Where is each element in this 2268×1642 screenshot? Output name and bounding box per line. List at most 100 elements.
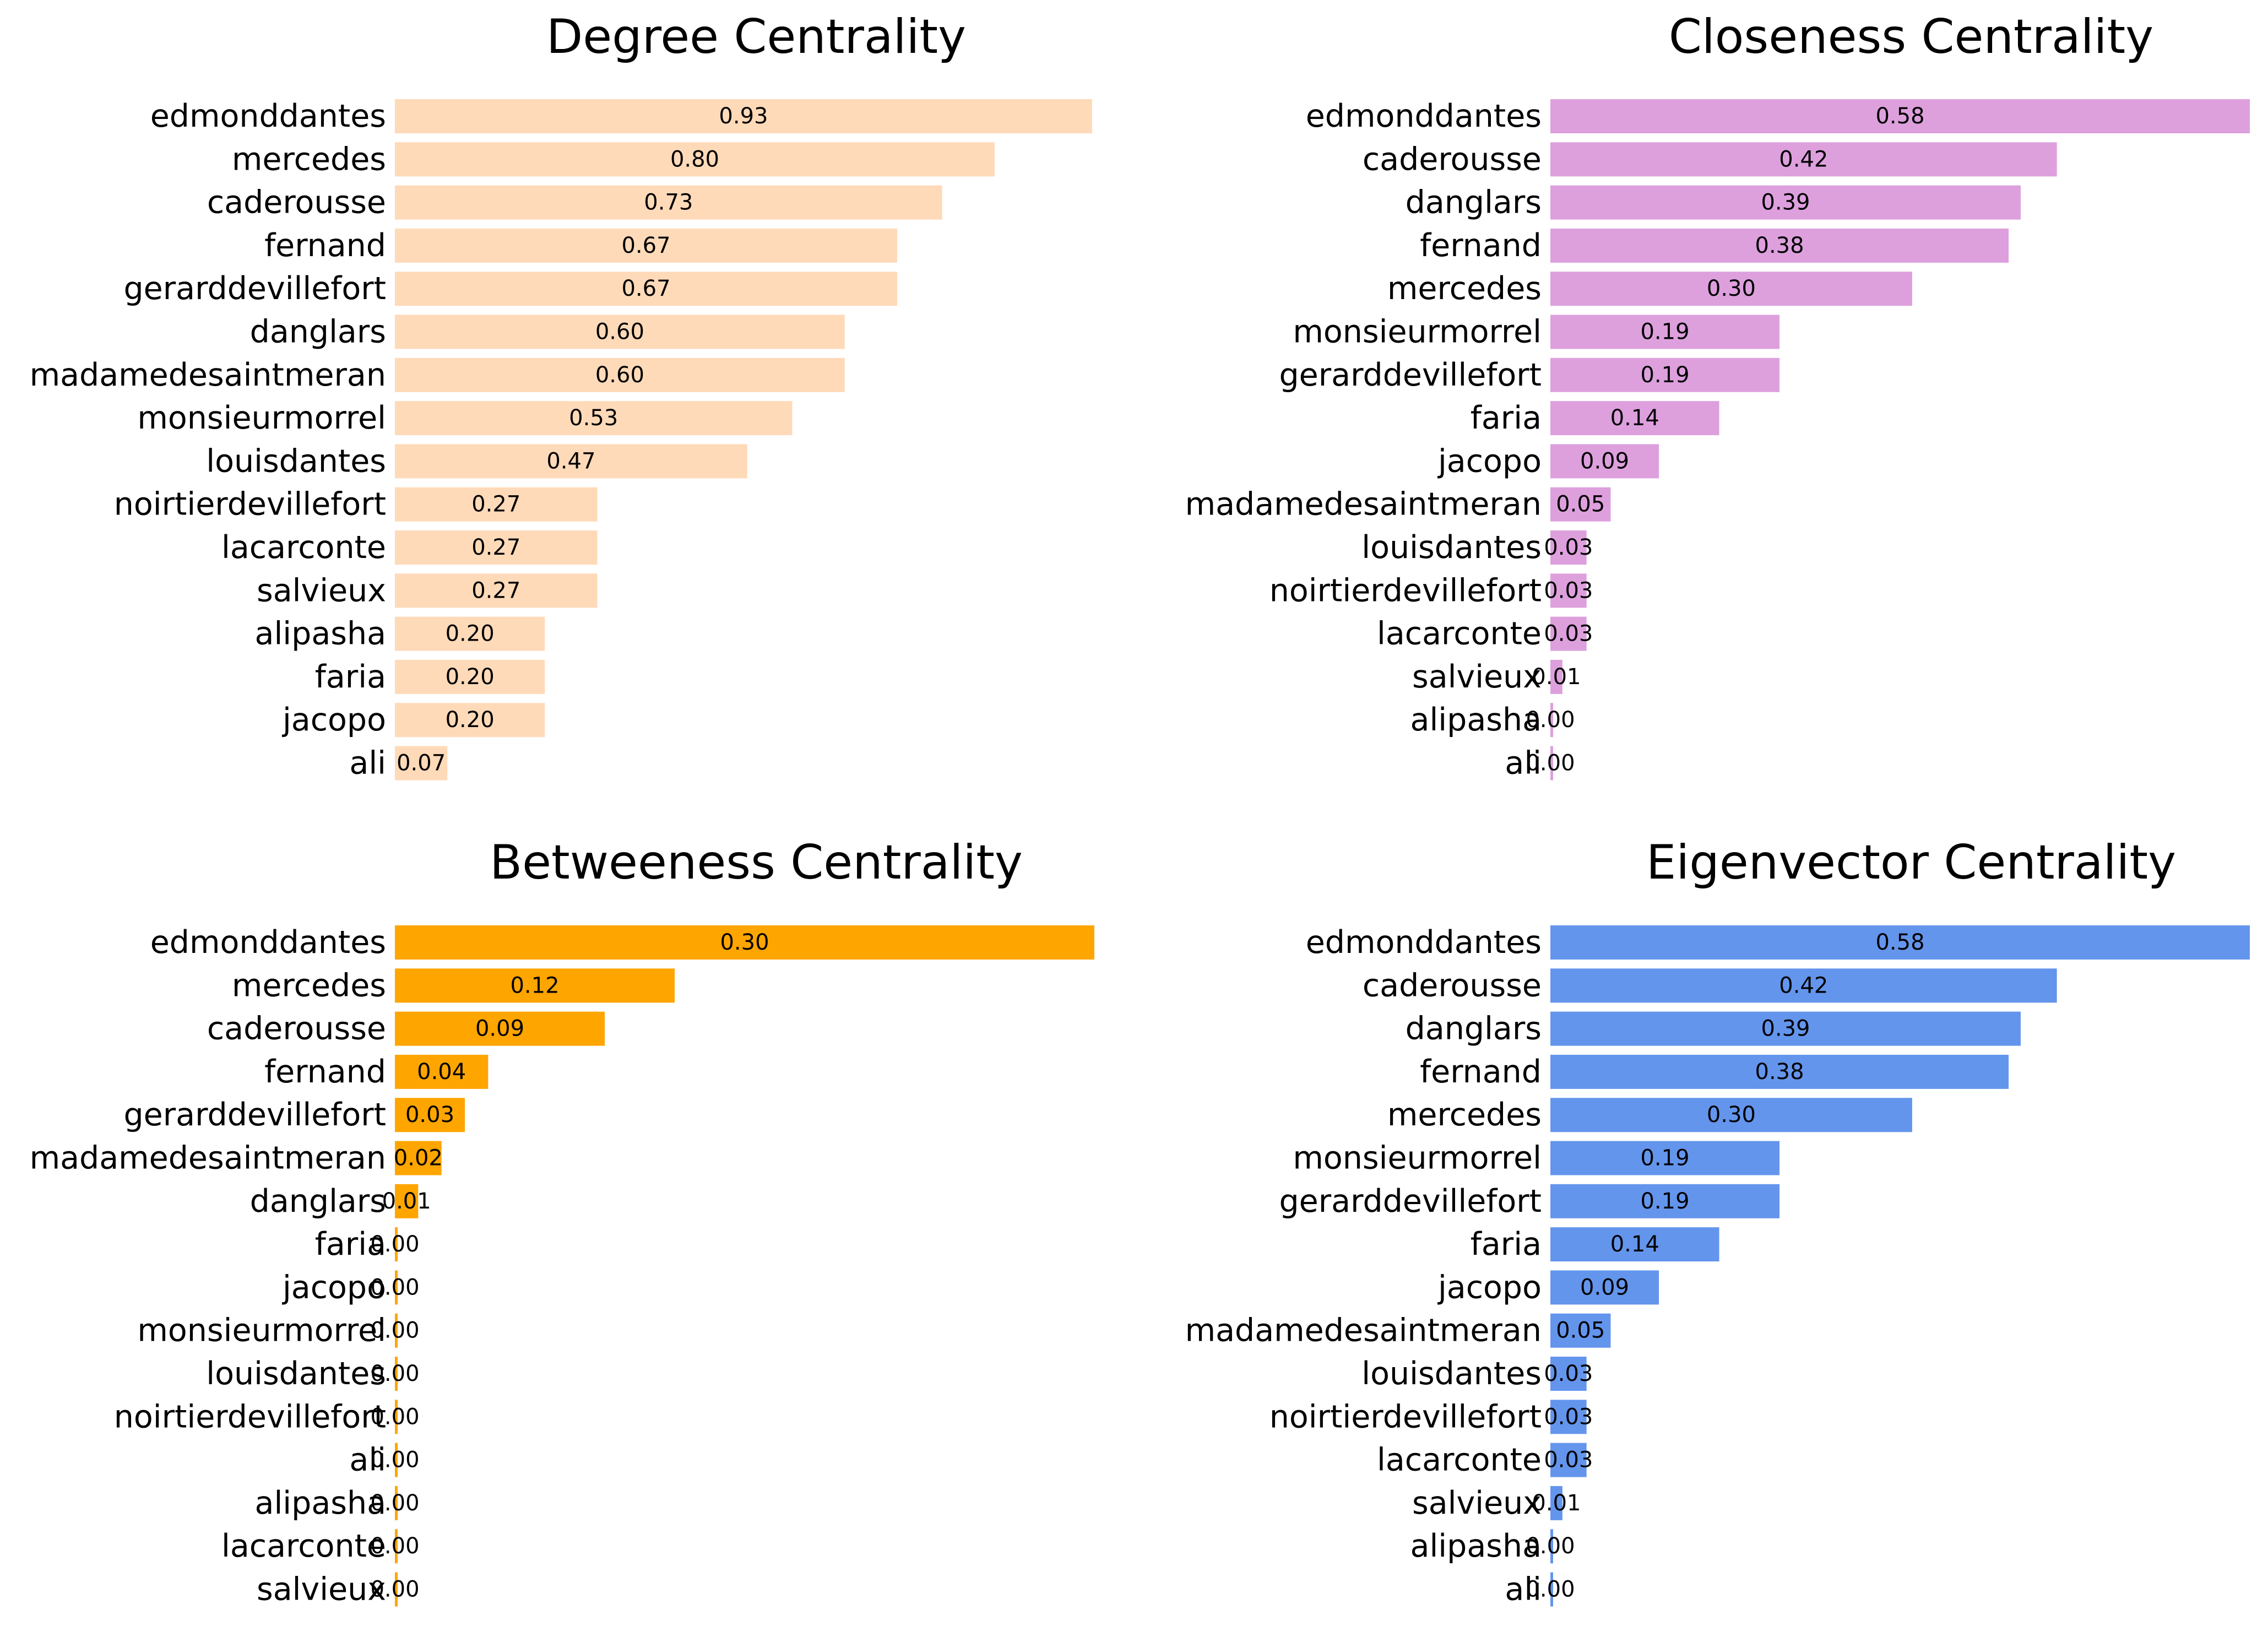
degree-bar-noirtierdevillefort [395, 487, 598, 522]
category-label: ali [1505, 1571, 1542, 1608]
category-label: edmonddantes [150, 924, 386, 961]
closeness-bar-alipasha [1550, 703, 1553, 738]
category-label: fernand [264, 1054, 386, 1090]
eigenvector-bar-ali [1550, 1572, 1553, 1607]
betweeness-bar-mercedes [395, 968, 675, 1003]
category-label: gerarddevillefort [1279, 357, 1542, 393]
degree-bar-alipasha [395, 616, 545, 651]
value-label: 0.20 [446, 621, 495, 647]
value-label: 0.01 [382, 1189, 431, 1214]
value-label: 0.01 [1532, 1491, 1581, 1516]
betweeness-bar-alipasha [395, 1486, 398, 1520]
category-label: lacarconte [1377, 616, 1542, 652]
category-label: danglars [1406, 185, 1542, 221]
closeness-bar-lacarconte [1550, 616, 1587, 651]
eigenvector-bar-madamedesaintmeran [1550, 1313, 1611, 1348]
value-label: 0.80 [670, 147, 719, 172]
panel-title: Eigenvector Centrality [1646, 835, 2176, 890]
value-label: 0.03 [1544, 1361, 1593, 1386]
category-label: caderousse [1363, 967, 1542, 1004]
closeness-bar-louisdantes [1550, 530, 1587, 565]
category-label: caderousse [207, 1011, 386, 1047]
degree-bar-fernand [395, 228, 898, 263]
eigenvector-bar-faria [1550, 1227, 1719, 1262]
category-label: alipasha [255, 1485, 386, 1521]
category-label: jacopo [1437, 1269, 1542, 1305]
category-label: madamedesaintmeran [30, 357, 386, 393]
betweeness-bar-noirtierdevillefort [395, 1400, 398, 1434]
category-label: monsieurmorrel [1293, 314, 1542, 350]
category-label: faria [1471, 1226, 1542, 1262]
value-label: 0.09 [475, 1016, 524, 1042]
betweeness-bar-fernand [395, 1054, 489, 1089]
value-label: 0.12 [510, 973, 559, 998]
category-label: faria [1471, 400, 1542, 436]
value-label: 0.67 [621, 276, 670, 301]
closeness-bar-jacopo [1550, 444, 1659, 479]
eigenvector-bar-mercedes [1550, 1098, 1912, 1132]
category-label: danglars [250, 1183, 386, 1220]
value-label: 0.03 [1544, 621, 1593, 647]
value-label: 0.19 [1640, 1146, 1689, 1171]
degree-bar-louisdantes [395, 444, 747, 479]
eigenvector-bar-salvieux [1550, 1486, 1562, 1520]
category-label: faria [315, 1226, 386, 1262]
value-label: 0.00 [370, 1577, 419, 1602]
value-label: 0.58 [1875, 930, 1924, 955]
degree-bar-edmonddantes [395, 99, 1092, 133]
eigenvector-bar-alipasha [1550, 1529, 1553, 1564]
category-label: edmonddantes [1306, 98, 1542, 134]
value-label: 0.05 [1556, 1318, 1605, 1343]
value-label: 0.03 [1544, 1448, 1593, 1473]
category-label: mercedes [1387, 1097, 1542, 1133]
value-label: 0.53 [569, 405, 618, 431]
category-label: edmonddantes [1306, 924, 1542, 961]
category-label: fernand [264, 227, 386, 264]
category-label: fernand [1420, 227, 1542, 264]
degree-bar-monsieurmorrel [395, 401, 793, 436]
value-label: 0.07 [397, 751, 446, 776]
category-label: alipasha [1410, 1528, 1542, 1564]
panel-title: Closeness Centrality [1669, 9, 2153, 64]
value-label: 0.19 [1640, 362, 1689, 388]
value-label: 0.05 [1556, 492, 1605, 517]
betweeness-bar-ali [395, 1443, 398, 1477]
category-label: noirtierdevillefort [1269, 572, 1542, 609]
closeness-bar-mercedes [1550, 272, 1912, 306]
degree-bar-mercedes [395, 142, 995, 177]
value-label: 0.01 [1532, 664, 1581, 690]
value-label: 0.73 [644, 190, 693, 215]
betweeness-bar-danglars [395, 1184, 419, 1218]
category-label: salvieux [1412, 659, 1542, 695]
category-label: gerarddevillefort [123, 1097, 386, 1133]
closeness-bar-caderousse [1550, 142, 2057, 177]
category-label: fernand [1420, 1054, 1542, 1090]
category-label: madamedesaintmeran [1185, 486, 1542, 523]
betweeness-bar-edmonddantes [395, 925, 1094, 960]
eigenvector-bar-louisdantes [1550, 1357, 1587, 1391]
value-label: 0.30 [1707, 1102, 1756, 1128]
category-label: jacopo [281, 1269, 386, 1305]
eigenvector-bar-noirtierdevillefort [1550, 1400, 1587, 1434]
category-label: noirtierdevillefort [1269, 1399, 1542, 1435]
closeness-centrality-panel: Closeness Centrality edmonddantes 0.58 cad… [1185, 9, 2250, 782]
degree-bar-lacarconte [395, 530, 598, 565]
panel-title: Betweeness Centrality [490, 835, 1023, 890]
value-label: 0.27 [471, 492, 520, 517]
panel-title: Degree Centrality [546, 9, 966, 64]
value-label: 0.00 [370, 1533, 419, 1559]
category-label: noirtierdevillefort [114, 486, 386, 523]
category-label: alipasha [255, 616, 386, 652]
value-label: 0.38 [1755, 233, 1804, 258]
value-label: 0.93 [719, 104, 768, 129]
value-label: 0.14 [1610, 405, 1659, 431]
value-label: 0.67 [621, 233, 670, 258]
closeness-bar-monsieurmorrel [1550, 315, 1780, 349]
eigenvector-bar-jacopo [1550, 1270, 1659, 1305]
value-label: 0.27 [471, 578, 520, 603]
category-label: monsieurmorrel [137, 1313, 386, 1349]
category-label: salvieux [257, 1571, 386, 1608]
degree-bar-faria [395, 659, 545, 694]
degree-bar-madamedesaintmeran [395, 357, 845, 392]
